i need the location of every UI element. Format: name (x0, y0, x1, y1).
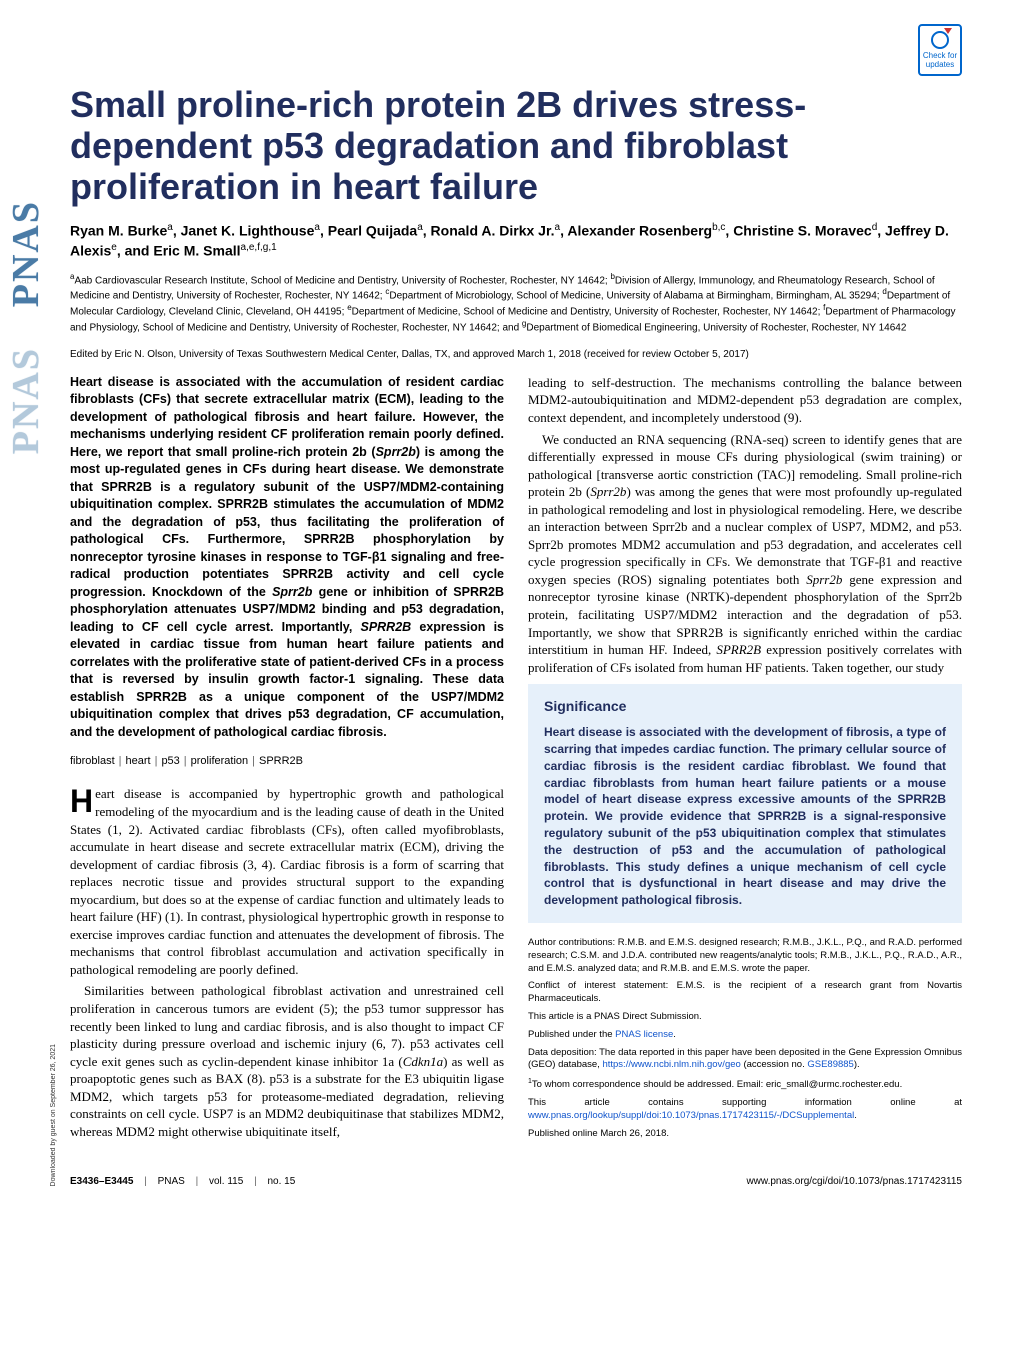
geo-url-link[interactable]: https://www.ncbi.nlm.nih.gov/geo (602, 1059, 740, 1070)
updates-badge-label: Check for updates (920, 52, 960, 70)
significance-text: Heart disease is associated with the dev… (544, 724, 946, 909)
right-column: leading to self-destruction. The mechani… (528, 374, 962, 1146)
data-deposition: Data deposition: The data reported in th… (528, 1047, 962, 1073)
footer-journal: PNAS (158, 1176, 185, 1187)
footer-left: E3436–E3445 | PNAS | vol. 115 | no. 15 (70, 1176, 295, 1187)
body-para-1: Heart disease is accompanied by hypertro… (70, 785, 504, 978)
footnotes: Author contributions: R.M.B. and E.M.S. … (528, 937, 962, 1141)
updates-icon (930, 30, 950, 50)
article-title: Small proline-rich protein 2B drives str… (70, 84, 962, 207)
separator-icon: | (196, 1176, 199, 1187)
footer-url: www.pnas.org/cgi/doi/10.1073/pnas.171742… (746, 1176, 962, 1187)
significance-heading: Significance (544, 698, 946, 714)
keywords-line: fibroblast|heart|p53|proliferation|SPRR2… (70, 755, 504, 767)
keyword: fibroblast (70, 755, 115, 767)
separator-icon: | (119, 755, 122, 767)
footer-pages: E3436–E3445 (70, 1176, 133, 1187)
left-column: Heart disease is associated with the acc… (70, 374, 504, 1146)
separator-icon: | (254, 1176, 257, 1187)
separator-icon: | (155, 755, 158, 767)
significance-box: Significance Heart disease is associated… (528, 684, 962, 923)
body-para-3: leading to self-destruction. The mechani… (528, 374, 962, 427)
separator-icon: | (144, 1176, 147, 1187)
para-text: eart disease is accompanied by hypertrop… (70, 786, 504, 976)
two-column-layout: Heart disease is associated with the acc… (70, 374, 962, 1146)
accession-link[interactable]: GSE89885 (807, 1059, 853, 1070)
keyword: p53 (161, 755, 179, 767)
supporting-link[interactable]: www.pnas.org/lookup/suppl/doi:10.1073/pn… (528, 1110, 854, 1121)
dropcap: H (70, 787, 93, 816)
license-link[interactable]: PNAS license (615, 1029, 673, 1040)
author-list: Ryan M. Burkea, Janet K. Lighthousea, Pe… (70, 221, 962, 262)
supporting-info: This article contains supporting informa… (528, 1097, 962, 1123)
published-online: Published online March 26, 2018. (528, 1128, 962, 1141)
body-para-2: Similarities between pathological fibrob… (70, 982, 504, 1140)
conflict-statement: Conflict of interest statement: E.M.S. i… (528, 980, 962, 1006)
body-para-4: We conducted an RNA sequencing (RNA-seq)… (528, 431, 962, 677)
published-under: Published under the PNAS license. (528, 1029, 962, 1042)
article-page: Check for updates Small proline-rich pro… (0, 0, 1020, 1217)
footer-no: no. 15 (267, 1176, 295, 1187)
keyword: proliferation (191, 755, 248, 767)
separator-icon: | (252, 755, 255, 767)
footer-vol: vol. 115 (209, 1176, 243, 1187)
check-updates-badge[interactable]: Check for updates (918, 24, 962, 76)
keyword: SPRR2B (259, 755, 303, 767)
direct-submission: This article is a PNAS Direct Submission… (528, 1011, 962, 1024)
author-contributions: Author contributions: R.M.B. and E.M.S. … (528, 937, 962, 975)
page-footer: E3436–E3445 | PNAS | vol. 115 | no. 15 w… (70, 1170, 962, 1187)
body-text-left: Heart disease is accompanied by hypertro… (70, 785, 504, 1140)
correspondence: 1To whom correspondence should be addres… (528, 1077, 962, 1092)
body-text-right: leading to self-destruction. The mechani… (528, 374, 962, 676)
affiliations: aAab Cardiovascular Research Institute, … (70, 272, 962, 335)
separator-icon: | (184, 755, 187, 767)
abstract: Heart disease is associated with the acc… (70, 374, 504, 742)
keyword: heart (126, 755, 151, 767)
edited-by: Edited by Eric N. Olson, University of T… (70, 349, 962, 360)
